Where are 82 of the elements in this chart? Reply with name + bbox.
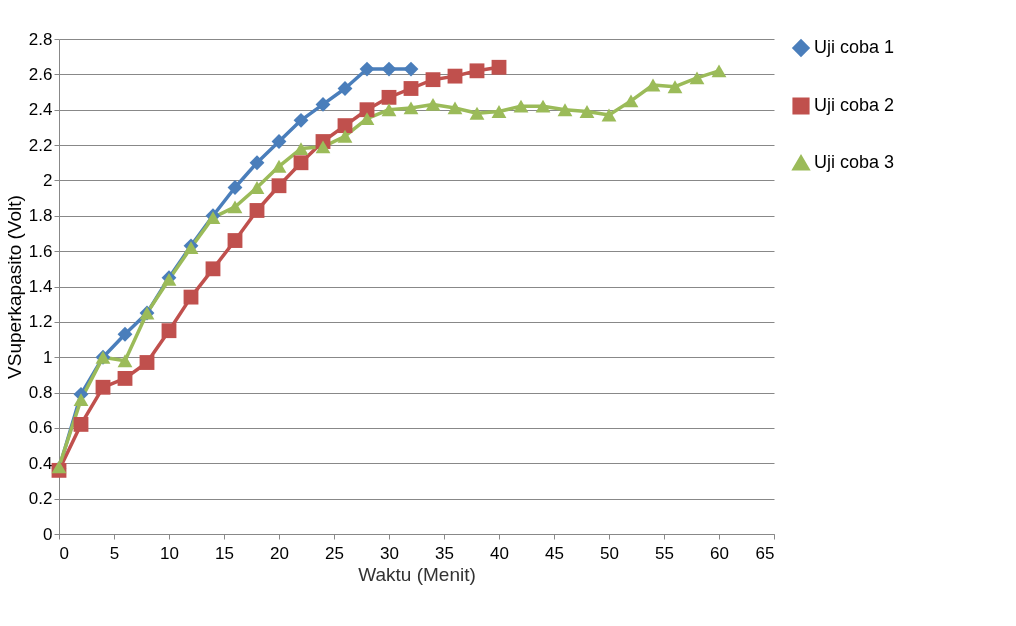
point <box>425 97 441 111</box>
point <box>293 112 309 128</box>
x-tick-label: 10 <box>160 543 179 563</box>
point <box>491 105 507 118</box>
point <box>403 81 419 96</box>
point <box>645 78 661 92</box>
point <box>73 393 89 407</box>
point <box>381 103 397 117</box>
point <box>315 140 331 154</box>
point <box>359 61 375 77</box>
y-tick-label: 1 <box>43 347 53 367</box>
y-tick-label: 0 <box>43 524 53 544</box>
point <box>271 178 287 194</box>
point <box>249 181 265 194</box>
y-tick-label: 0.6 <box>28 418 53 438</box>
point <box>227 200 243 214</box>
point <box>139 355 155 370</box>
point <box>205 261 221 277</box>
point <box>293 155 309 171</box>
point <box>117 371 133 386</box>
point <box>73 416 89 432</box>
point <box>161 323 177 339</box>
x-axis-title: Waktu (Menit) <box>358 563 476 585</box>
point <box>403 101 419 115</box>
point <box>469 63 485 79</box>
y-tick-label: 2.6 <box>28 64 53 84</box>
y-tick-label: 2.2 <box>28 135 53 155</box>
point <box>117 326 133 342</box>
y-tick-label: 1.8 <box>28 206 53 226</box>
x-tick-label: 65 <box>755 543 775 563</box>
point <box>689 71 705 85</box>
point <box>271 159 287 173</box>
point <box>249 203 265 218</box>
y-tick-label: 2.4 <box>28 100 53 120</box>
point <box>337 129 353 143</box>
y-axis-title: VSuperkapasito (Volt) <box>3 195 25 379</box>
point <box>711 64 727 78</box>
point <box>315 96 331 112</box>
x-tick-label: 25 <box>325 543 344 563</box>
legend-label: Uji coba 3 <box>814 152 895 172</box>
point <box>381 61 397 77</box>
point <box>117 354 133 368</box>
legend-label: Uji coba 1 <box>814 37 895 57</box>
x-tick-label: 45 <box>545 543 564 563</box>
x-tick-label: 15 <box>215 543 234 563</box>
x-tick-label: 5 <box>109 543 120 563</box>
point <box>381 89 397 105</box>
point <box>447 68 463 84</box>
y-tick-label: 1.6 <box>28 241 53 261</box>
y-tick-label: 0.4 <box>28 453 53 473</box>
point <box>579 105 595 118</box>
x-tick-label: 40 <box>490 543 509 563</box>
y-tick-label: 2 <box>43 170 53 190</box>
y-tick-label: 0.2 <box>28 489 53 509</box>
point <box>183 289 199 305</box>
x-tick-label: 55 <box>655 543 674 563</box>
x-tick-label: 50 <box>600 543 619 563</box>
x-tick-label: 35 <box>435 543 454 563</box>
point <box>337 118 353 134</box>
y-tick-label: 1.2 <box>28 312 53 332</box>
point <box>491 59 507 75</box>
point <box>403 61 419 77</box>
point <box>249 155 265 171</box>
point <box>513 99 529 113</box>
x-tick-label: 0 <box>59 543 69 563</box>
point <box>535 99 551 113</box>
point <box>667 80 683 94</box>
point <box>623 94 639 108</box>
point <box>425 72 441 88</box>
y-tick-label: 0.8 <box>28 383 53 403</box>
point <box>447 101 463 115</box>
point <box>469 106 485 120</box>
point <box>227 233 243 248</box>
y-tick-label: 2.8 <box>28 29 53 49</box>
x-tick-label: 60 <box>710 543 729 563</box>
point <box>601 108 617 122</box>
y-tick-label: 1.4 <box>28 277 53 296</box>
point <box>557 103 573 117</box>
x-tick-label: 20 <box>270 543 289 563</box>
point <box>95 379 111 395</box>
legend-label: Uji coba 2 <box>814 95 895 115</box>
x-tick-label: 30 <box>380 543 399 563</box>
